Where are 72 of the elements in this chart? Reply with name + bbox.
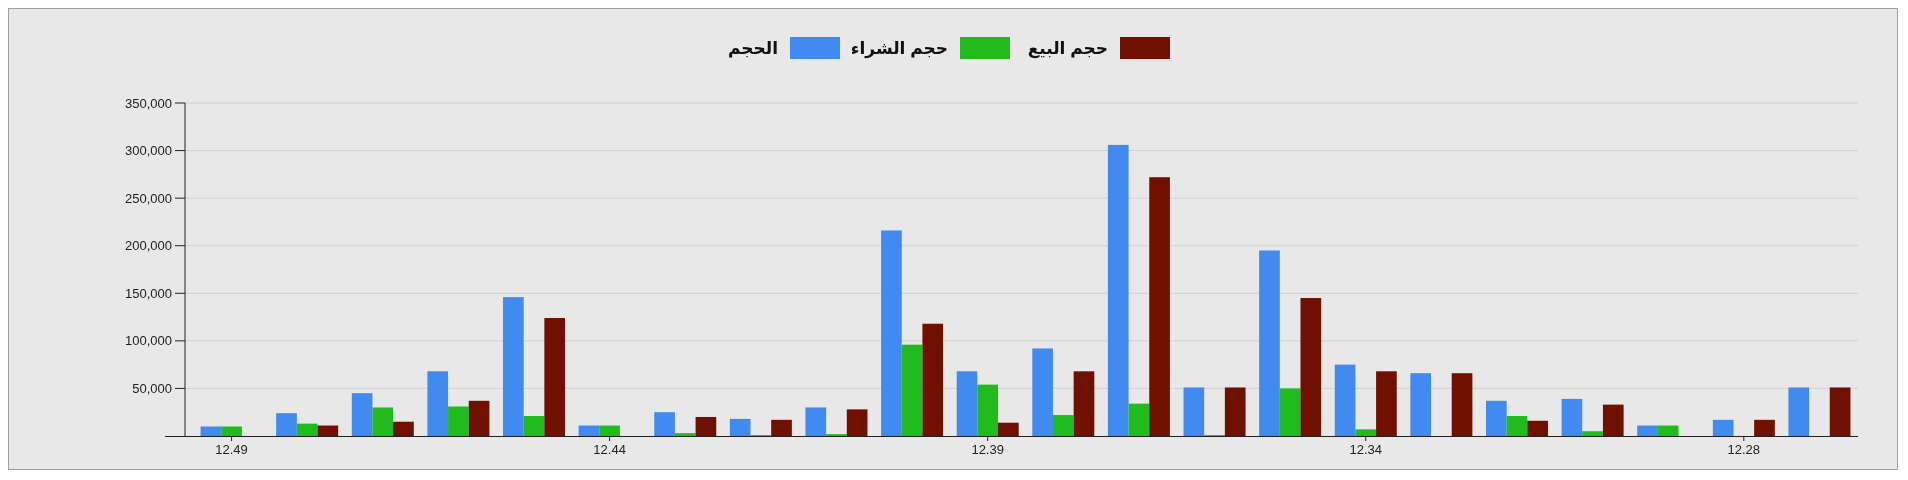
bar <box>276 413 297 436</box>
bar <box>317 425 339 436</box>
legend-label: الحجم <box>727 38 778 58</box>
legend-label: حجم البيع <box>1027 38 1108 59</box>
y-tick-label: 100,000 <box>125 333 172 349</box>
bar <box>468 400 490 436</box>
bar <box>351 393 373 436</box>
bar <box>1754 419 1775 436</box>
bar <box>1829 387 1851 436</box>
bar <box>922 323 944 436</box>
bar <box>1355 429 1377 436</box>
bar <box>448 406 469 436</box>
x-tick-label: 12.28 <box>1727 442 1761 457</box>
bar <box>221 426 242 436</box>
bar <box>901 344 923 436</box>
y-tick-label: 300,000 <box>125 143 172 159</box>
bar <box>296 423 318 436</box>
bar <box>544 318 566 436</box>
bar <box>372 407 394 436</box>
bar <box>1788 387 1810 436</box>
bar <box>1107 144 1129 436</box>
bar <box>1657 425 1679 436</box>
bar <box>1602 404 1624 436</box>
bar <box>1637 425 1658 436</box>
bar <box>1376 371 1397 436</box>
bar <box>1485 400 1507 436</box>
bar <box>427 371 449 436</box>
y-tick-label: 50,000 <box>132 380 172 396</box>
bar <box>1410 373 1432 436</box>
bar <box>1224 387 1246 436</box>
bar <box>1561 398 1583 436</box>
bar <box>1451 373 1473 436</box>
bar <box>1073 371 1095 436</box>
bar <box>846 409 868 436</box>
bar <box>805 407 827 436</box>
bar <box>881 230 902 436</box>
bar <box>599 425 620 436</box>
bar <box>1527 420 1548 436</box>
y-tick-label: 250,000 <box>125 190 172 206</box>
bar <box>695 416 717 436</box>
x-tick-label: 12.34 <box>1349 442 1383 457</box>
y-tick-label: 200,000 <box>125 238 172 254</box>
bar <box>1128 403 1150 436</box>
bar <box>956 371 978 436</box>
bar <box>1582 431 1603 436</box>
bar <box>1259 250 1280 436</box>
bar <box>674 433 696 436</box>
bar <box>654 412 675 436</box>
legend-label: حجم الشراء <box>850 38 948 59</box>
x-tick-label: 12.39 <box>971 442 1004 457</box>
bar <box>1149 177 1170 436</box>
bar <box>1052 415 1074 436</box>
y-tick-label: 350,000 <box>125 95 172 111</box>
bar <box>771 419 792 436</box>
x-tick-label: 12.49 <box>215 442 248 457</box>
bar <box>1183 387 1205 436</box>
y-tick-label: 150,000 <box>125 285 172 301</box>
bar <box>998 422 1019 436</box>
bar <box>393 421 414 436</box>
bar <box>523 416 545 436</box>
bar <box>729 418 751 436</box>
bar <box>1334 364 1356 436</box>
bar <box>1279 388 1301 436</box>
bar <box>1032 348 1053 436</box>
bar <box>503 297 524 436</box>
bar <box>1506 416 1528 436</box>
bar <box>578 425 600 436</box>
bar <box>977 384 999 436</box>
bar <box>1300 298 1322 436</box>
bar <box>1712 419 1734 436</box>
x-tick-label: 12.44 <box>593 442 626 457</box>
bar <box>200 426 222 436</box>
